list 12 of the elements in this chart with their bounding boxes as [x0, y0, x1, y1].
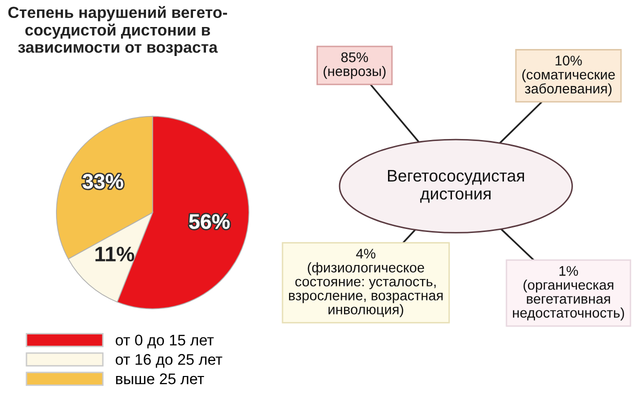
- text: 4% (физиологическое состояние: усталость, взросление, возрастная инволюция): [289, 248, 443, 318]
- text: Вегетососудистая дистония: [388, 170, 524, 203]
- legend-label: выше 25 лет: [116, 373, 204, 384]
- data-label: 56%: [189, 214, 230, 229]
- chart-title: Степень нарушений вегето- сосудистой дистонии в зависимости от возраста: [8, 6, 228, 56]
- text: 85% (неврозы): [324, 52, 386, 79]
- legend-label: от 16 до 25 лет: [116, 354, 222, 368]
- text: 1% (органическая вегетативная недостаточность): [512, 266, 624, 320]
- legend-label: от 0 до 15 лет: [116, 334, 214, 348]
- text: 10% (соматические заболевания): [522, 56, 615, 96]
- data-label: 33%: [82, 174, 124, 189]
- data-label: 11%: [95, 246, 134, 262]
